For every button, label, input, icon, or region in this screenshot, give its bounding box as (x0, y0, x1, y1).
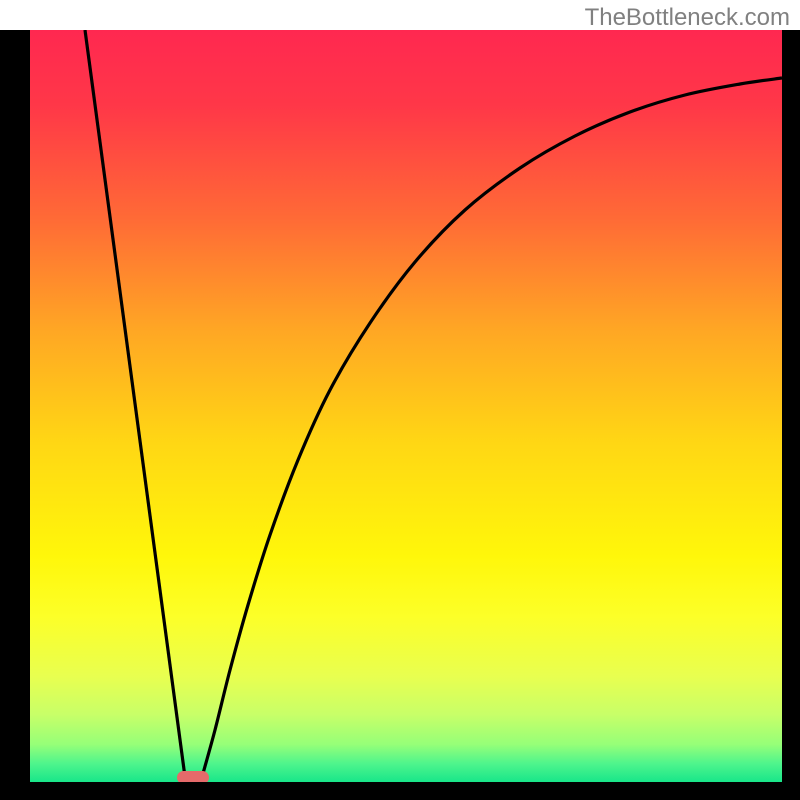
watermark-text: TheBottleneck.com (585, 4, 790, 32)
frame-left (0, 30, 30, 800)
frame-right (782, 30, 800, 800)
chart-stage: TheBottleneck.com (0, 0, 800, 800)
bottleneck-curve (30, 30, 782, 782)
curve-left-line (85, 30, 185, 777)
frame-bottom (0, 782, 800, 800)
optimum-marker (177, 771, 209, 783)
curve-right-arc (202, 78, 782, 777)
plot-area (30, 30, 782, 782)
